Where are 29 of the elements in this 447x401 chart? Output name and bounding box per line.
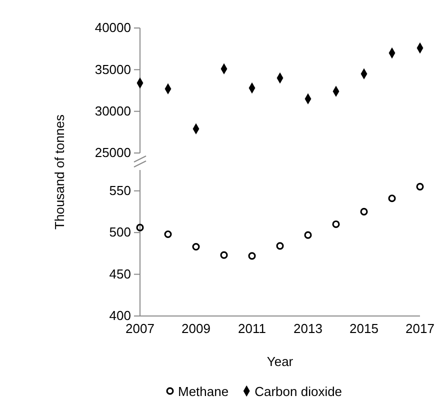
x-tick-label: 2007 [126, 321, 154, 336]
y-tick-label: 400 [109, 308, 131, 324]
point [248, 252, 256, 260]
y-tick-label: 35000 [94, 62, 131, 77]
y-tick-label: 550 [109, 183, 131, 198]
point [304, 231, 312, 239]
x-tick-label: 2015 [350, 321, 378, 336]
legend-label: Methane [178, 384, 229, 399]
point [164, 230, 172, 238]
point [136, 224, 144, 232]
x-axis-title: Year [266, 354, 294, 369]
y-tick-label: 40000 [94, 20, 131, 36]
point [332, 220, 340, 228]
y-tick-label: 30000 [94, 103, 131, 118]
y-tick-label: 500 [109, 224, 131, 240]
point [220, 251, 228, 259]
x-tick-label: 2009 [182, 321, 210, 336]
legend-label: Carbon dioxide [254, 384, 342, 399]
y-tick-label: 450 [109, 266, 131, 282]
x-tick-label: 2011 [238, 321, 266, 336]
point [276, 242, 284, 250]
point [388, 194, 396, 202]
x-tick-label: 2017 [406, 321, 434, 336]
x-tick-label: 2013 [294, 321, 322, 336]
point [360, 208, 368, 216]
point [192, 242, 200, 251]
y-axis-title: Thousand of tonnes [52, 114, 67, 230]
y-tick-label: 25000 [94, 145, 131, 160]
point [416, 182, 424, 190]
